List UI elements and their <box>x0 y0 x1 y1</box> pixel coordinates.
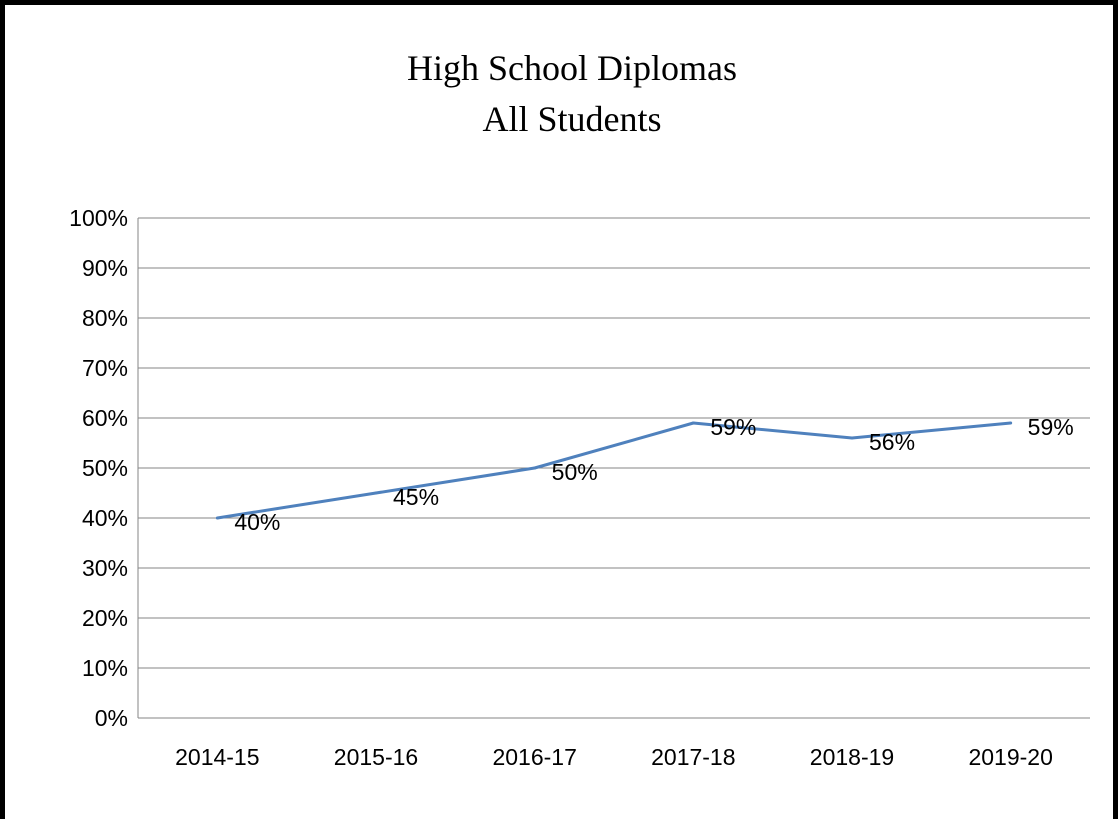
y-tick-label: 80% <box>82 305 128 331</box>
x-tick-label: 2017-18 <box>651 744 735 770</box>
data-point <box>215 516 219 520</box>
chart-title: High School Diplomas <box>407 48 737 88</box>
chart-subtitle: All Students <box>482 99 661 139</box>
y-tick-label: 20% <box>82 605 128 631</box>
data-label: 45% <box>393 484 439 510</box>
y-tick-label: 70% <box>82 355 128 381</box>
y-tick-label: 40% <box>82 505 128 531</box>
data-label: 50% <box>552 459 598 485</box>
y-tick-label: 0% <box>95 705 128 731</box>
y-tick-label: 30% <box>82 555 128 581</box>
x-tick-label: 2016-17 <box>492 744 576 770</box>
data-labels: 40% 45% 50% 59% 56% 59% <box>234 414 1073 535</box>
data-point <box>691 421 695 425</box>
y-tick-label: 10% <box>82 655 128 681</box>
series-layer <box>215 421 1013 520</box>
data-label: 59% <box>710 414 756 440</box>
data-point <box>533 466 537 470</box>
data-label: 56% <box>869 429 915 455</box>
x-tick-label: 2014-15 <box>175 744 259 770</box>
y-tick-label: 60% <box>82 405 128 431</box>
data-point <box>850 436 854 440</box>
data-label: 40% <box>234 509 280 535</box>
series-line <box>217 421 1011 520</box>
line-chart: High School Diplomas All Students 0% 10% 2… <box>69 48 1090 770</box>
data-point <box>374 491 378 495</box>
y-tick-label: 50% <box>82 455 128 481</box>
y-tick-label: 100% <box>69 205 128 231</box>
x-tick-label: 2015-16 <box>334 744 418 770</box>
gridlines <box>137 217 1090 719</box>
x-tick-label: 2019-20 <box>968 744 1052 770</box>
x-tick-label: 2018-19 <box>810 744 894 770</box>
x-axis-ticks: 2014-15 2015-16 2016-17 2017-18 2018-19 2019-… <box>175 744 1053 770</box>
data-point <box>1009 421 1013 425</box>
y-axis-ticks: 0% 10% 20% 30% 40% 50% 60% 70% 80% 90% 100% <box>69 205 128 731</box>
y-tick-label: 90% <box>82 255 128 281</box>
data-label: 59% <box>1028 414 1074 440</box>
